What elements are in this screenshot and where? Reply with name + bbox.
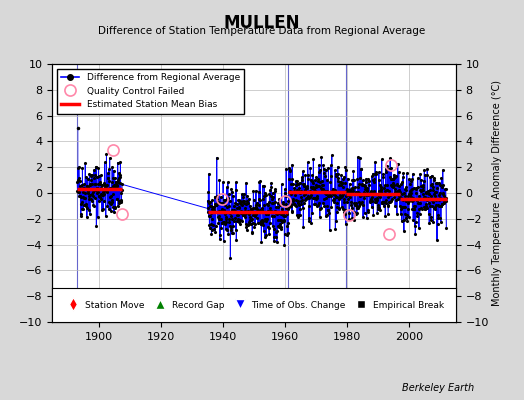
Y-axis label: Monthly Temperature Anomaly Difference (°C): Monthly Temperature Anomaly Difference (… bbox=[492, 80, 502, 306]
Text: MULLEN: MULLEN bbox=[224, 14, 300, 32]
Legend: Difference from Regional Average, Quality Control Failed, Estimated Station Mean: Difference from Regional Average, Qualit… bbox=[57, 68, 245, 114]
Text: Berkeley Earth: Berkeley Earth bbox=[402, 383, 474, 393]
Legend: Station Move, Record Gap, Time of Obs. Change, Empirical Break: Station Move, Record Gap, Time of Obs. C… bbox=[61, 297, 447, 313]
Text: Difference of Station Temperature Data from Regional Average: Difference of Station Temperature Data f… bbox=[99, 26, 425, 36]
